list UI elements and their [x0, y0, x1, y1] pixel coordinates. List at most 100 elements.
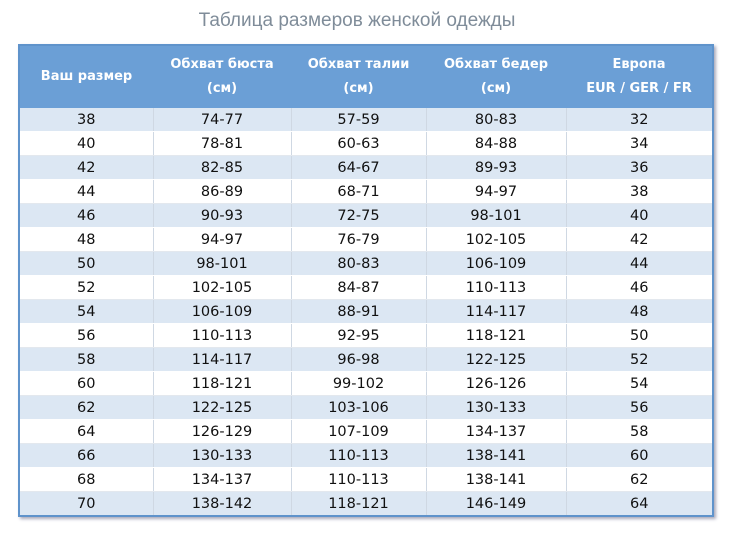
- table-cell: 48: [18, 227, 153, 252]
- table-cell: 68-71: [290, 179, 426, 204]
- table-cell: 102-105: [425, 227, 566, 252]
- table-row: 68 134-137 110-113 138-141 62: [18, 467, 713, 492]
- table-cell: 64: [18, 419, 153, 444]
- table-cell: 58: [18, 347, 153, 372]
- table-row: 50 98-101 80-83 106-109 44: [18, 251, 713, 276]
- column-header: Ваш размер: [19, 45, 153, 108]
- table-cell: 56: [18, 323, 153, 348]
- table-cell: 134-137: [425, 419, 566, 444]
- table-cell: 62: [565, 467, 713, 492]
- table-cell: 89-93: [425, 155, 566, 180]
- table-cell: 40: [18, 131, 153, 156]
- table-cell: 130-133: [152, 443, 291, 468]
- table-cell: 126-129: [152, 419, 291, 444]
- table-cell: 50: [565, 323, 713, 348]
- table-cell: 106-109: [152, 299, 291, 324]
- table-cell: 56: [565, 395, 713, 420]
- table-cell: 66: [18, 443, 153, 468]
- table-cell: 134-137: [152, 467, 291, 492]
- table-cell: 74-77: [152, 108, 291, 132]
- table-cell: 86-89: [152, 179, 291, 204]
- column-header: Обхват талии (см): [291, 45, 426, 108]
- table-cell: 96-98: [290, 347, 426, 372]
- table-cell: 92-95: [290, 323, 426, 348]
- table-row: 44 86-89 68-71 94-97 38: [18, 179, 713, 204]
- header-line: (см): [343, 81, 374, 96]
- table-row: 58 114-117 96-98 122-125 52: [18, 347, 713, 372]
- table-cell: 130-133: [425, 395, 566, 420]
- table-cell: 62: [18, 395, 153, 420]
- table-cell: 80-83: [290, 251, 426, 276]
- table-cell: 103-106: [290, 395, 426, 420]
- table-cell: 50: [18, 251, 153, 276]
- header-line: (см): [206, 81, 238, 96]
- table-cell: 114-117: [425, 299, 566, 324]
- table-cell: 58: [565, 419, 713, 444]
- table-cell: 102-105: [152, 275, 291, 300]
- header-line: Европа: [612, 57, 666, 72]
- header-line: Обхват бедер: [443, 57, 549, 72]
- table-cell: 76-79: [290, 227, 426, 252]
- table-cell: 84-87: [290, 275, 426, 300]
- table-cell: 54: [18, 299, 153, 324]
- header-line: Ваш размер: [40, 69, 133, 84]
- table-row: 60 118-121 99-102 126-126 54: [18, 371, 713, 396]
- header-row: Ваш размер Обхват бюста (см) Обхват талии (с…: [19, 45, 713, 108]
- table-cell: 70: [18, 491, 153, 517]
- table-cell: 68: [18, 467, 153, 492]
- table-cell: 82-85: [152, 155, 291, 180]
- table-row: 66 130-133 110-113 138-141 60: [18, 443, 713, 468]
- table-cell: 36: [565, 155, 713, 180]
- table-cell: 60: [18, 371, 153, 396]
- table-row: 46 90-93 72-75 98-101 40: [18, 203, 713, 228]
- table-row: 70 138-142 118-121 146-149 64: [18, 491, 713, 517]
- table-cell: 107-109: [290, 419, 426, 444]
- table-cell: 110-113: [152, 323, 291, 348]
- table-row: 42 82-85 64-67 89-93 36: [18, 155, 713, 180]
- table-row: 38 74-77 57-59 80-83 32: [18, 108, 713, 132]
- table-row: 56 110-113 92-95 118-121 50: [18, 323, 713, 348]
- table-cell: 138-141: [425, 443, 566, 468]
- table-cell: 42: [18, 155, 153, 180]
- table-cell: 146-149: [425, 491, 566, 517]
- table-cell: 54: [565, 371, 713, 396]
- table-cell: 80-83: [425, 108, 566, 132]
- table-cell: 99-102: [290, 371, 426, 396]
- table-cell: 122-125: [425, 347, 566, 372]
- header-line: Обхват талии: [307, 57, 410, 72]
- size-table: Ваш размер Обхват бюста (см) Обхват талии (с…: [18, 44, 714, 517]
- table-cell: 110-113: [290, 467, 426, 492]
- table-cell: 88-91: [290, 299, 426, 324]
- table-cell: 138-142: [152, 491, 291, 517]
- column-header: Обхват бедер (см): [426, 45, 566, 108]
- table-cell: 38: [18, 108, 153, 132]
- table-cell: 90-93: [152, 203, 291, 228]
- header-line: (см): [480, 81, 512, 96]
- table-cell: 118-121: [152, 371, 291, 396]
- table-cell: 72-75: [290, 203, 426, 228]
- table-cell: 122-125: [152, 395, 291, 420]
- table-cell: 38: [565, 179, 713, 204]
- table-row: 54 106-109 88-91 114-117 48: [18, 299, 713, 324]
- table-cell: 118-121: [290, 491, 426, 517]
- header-line: EUR / GER / FR: [586, 81, 692, 96]
- table-cell: 46: [565, 275, 713, 300]
- table-row: 52 102-105 84-87 110-113 46: [18, 275, 713, 300]
- table-cell: 94-97: [152, 227, 291, 252]
- table-cell: 64-67: [290, 155, 426, 180]
- table-cell: 48: [565, 299, 713, 324]
- table-cell: 126-126: [425, 371, 566, 396]
- table-cell: 84-88: [425, 131, 566, 156]
- table-row: 48 94-97 76-79 102-105 42: [18, 227, 713, 252]
- column-header: Обхват бюста (см): [153, 45, 291, 108]
- table-cell: 44: [18, 179, 153, 204]
- table-cell: 60: [565, 443, 713, 468]
- column-header: Европа EUR / GER / FR: [566, 45, 713, 108]
- table-cell: 64: [565, 491, 713, 517]
- table-cell: 94-97: [425, 179, 566, 204]
- table-cell: 110-113: [425, 275, 566, 300]
- title: Таблица размеров женской одежды: [198, 10, 516, 31]
- header-line: Обхват бюста: [170, 57, 274, 72]
- table-cell: 44: [565, 251, 713, 276]
